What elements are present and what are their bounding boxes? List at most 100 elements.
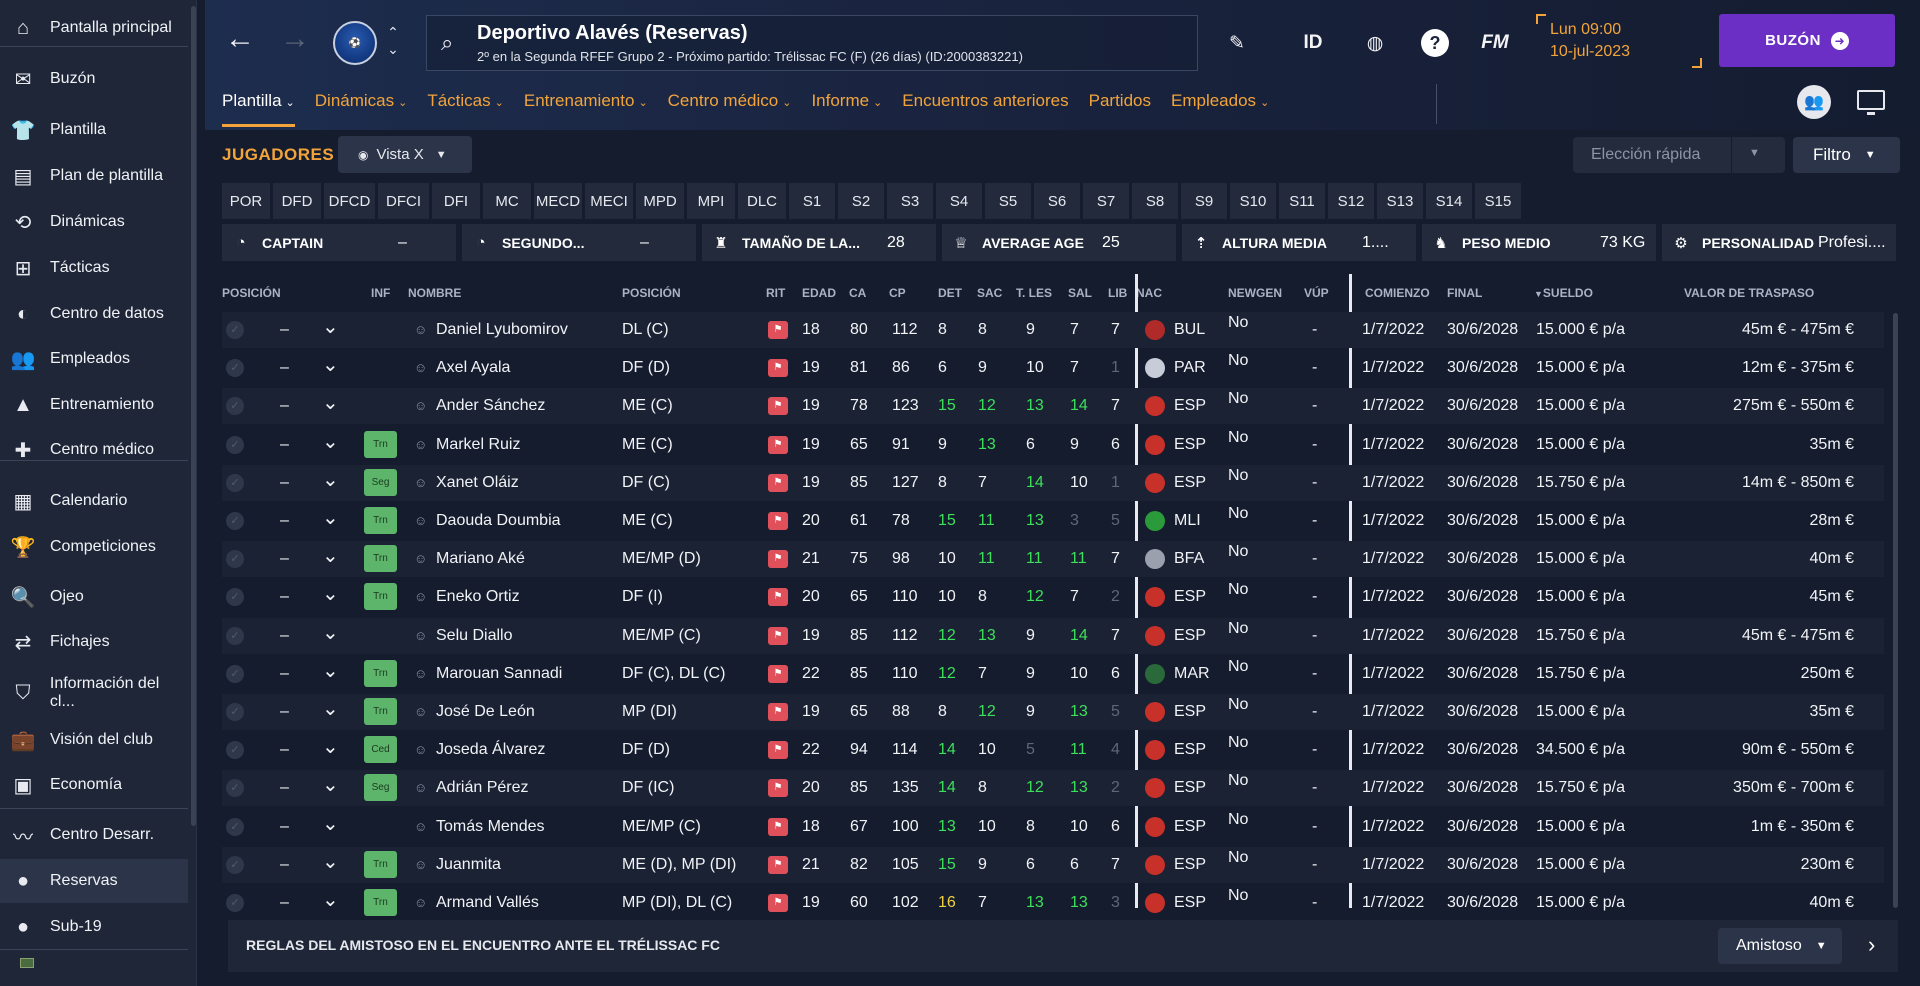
column-header-valor[interactable]: VALOR DE TRASPASO: [1684, 286, 1815, 300]
position-filter-22[interactable]: S12: [1328, 183, 1374, 219]
tab-3[interactable]: Entrenamiento ⌄: [524, 91, 648, 127]
player-name-link[interactable]: Tomás Mendes: [436, 817, 545, 835]
chevron-down-icon[interactable]: ⌄: [322, 659, 339, 682]
position-filter-25[interactable]: S15: [1475, 183, 1521, 219]
table-row[interactable]: ✓ – ⌄ ☺ Axel Ayala DF (D) ⚑ 19 81 86 6 9 10 7 1 PAR No - 1…: [222, 350, 1884, 386]
sidebar-item-13[interactable]: ⇄ Fichajes: [0, 620, 188, 664]
position-filter-10[interactable]: DLC: [738, 183, 786, 219]
select-check-icon[interactable]: ✓: [226, 894, 244, 912]
tab-1[interactable]: Dinámicas ⌄: [315, 91, 408, 127]
select-check-icon[interactable]: ✓: [226, 473, 244, 492]
position-filter-3[interactable]: DFCI: [378, 183, 429, 219]
table-scrollbar[interactable]: [1893, 313, 1898, 908]
player-name-link[interactable]: Xanet Oláiz: [436, 473, 519, 491]
position-filter-4[interactable]: DFI: [432, 183, 480, 219]
select-check-icon[interactable]: ✓: [226, 664, 244, 683]
chevron-down-icon[interactable]: ⌄: [322, 621, 339, 644]
table-row[interactable]: ✓ – ⌄ ☺ Tomás Mendes ME/MP (C) ⚑ 18 67 100 13 10 8 10…: [222, 809, 1884, 845]
view-selector[interactable]: ◉ Vista X ▼: [338, 136, 472, 173]
tab-8[interactable]: Empleados ⌄: [1171, 91, 1269, 127]
table-row[interactable]: ✓ – ⌄ ☺ Daniel Lyubomirov DL (C) ⚑ 18 80 112 8 8 9 7 7…: [222, 312, 1884, 348]
position-filter-17[interactable]: S7: [1083, 183, 1129, 219]
match-type-dropdown[interactable]: Amistoso ▼: [1718, 928, 1842, 964]
position-slot-value[interactable]: –: [280, 779, 289, 797]
filter-button[interactable]: Filtro ▼: [1793, 137, 1900, 173]
select-check-icon[interactable]: ✓: [226, 703, 244, 721]
column-header-nac[interactable]: NAC: [1136, 286, 1162, 300]
position-filter-21[interactable]: S11: [1279, 183, 1325, 219]
sidebar-item-4[interactable]: ⟲ Dinámicas: [0, 200, 188, 244]
position-filter-14[interactable]: S4: [936, 183, 982, 219]
position-filter-15[interactable]: S5: [985, 183, 1031, 219]
sidebar-item-12[interactable]: 🔍 Ojeo: [0, 575, 188, 619]
player-name-link[interactable]: José De León: [436, 703, 535, 720]
position-filter-18[interactable]: S8: [1132, 183, 1178, 219]
quick-pick-dropdown[interactable]: Elección rápida ▼: [1573, 137, 1785, 173]
position-slot-value[interactable]: –: [280, 703, 289, 720]
position-filter-24[interactable]: S14: [1426, 183, 1472, 219]
player-name-link[interactable]: Adrián Pérez: [436, 779, 529, 797]
player-name-link[interactable]: Eneko Ortiz: [436, 588, 520, 606]
position-slot-value[interactable]: –: [280, 473, 289, 491]
position-filter-20[interactable]: S10: [1230, 183, 1276, 219]
position-filter-23[interactable]: S13: [1377, 183, 1423, 219]
sidebar-item-2[interactable]: 👕 Plantilla: [0, 108, 188, 152]
position-slot-value[interactable]: –: [280, 321, 289, 338]
sidebar-item-11[interactable]: 🏆 Competiciones: [0, 525, 188, 569]
player-name-link[interactable]: Mariano Aké: [436, 550, 525, 568]
column-header-sac[interactable]: SAC: [977, 286, 1003, 300]
chevron-down-icon[interactable]: ⌄: [322, 316, 339, 338]
select-check-icon[interactable]: ✓: [226, 855, 244, 874]
position-slot-value[interactable]: –: [280, 359, 289, 377]
position-slot-value[interactable]: –: [280, 588, 289, 606]
column-header-nombre[interactable]: NOMBRE: [408, 286, 462, 300]
back-arrow-icon[interactable]: ←: [225, 22, 255, 55]
player-name-link[interactable]: Joseda Álvarez: [436, 741, 546, 759]
tab-5[interactable]: Informe ⌄: [811, 91, 882, 127]
table-row[interactable]: ✓ – ⌄ Trn ☺ Marouan Sannadi DF (C), DL (C) ⚑ 22 8…: [222, 656, 1884, 692]
column-header-pos[interactable]: POSICIÓN: [222, 286, 281, 300]
table-row[interactable]: ✓ – ⌄ Trn ☺ Daouda Doumbia ME (C) ⚑ 20 61 78 15 11 13…: [222, 503, 1884, 539]
table-row[interactable]: ✓ – ⌄ Ced ☺ Joseda Álvarez DF (D) ⚑ 22 94 114 14 10 5…: [222, 732, 1884, 768]
monitor-icon[interactable]: [1857, 90, 1885, 115]
player-name-link[interactable]: Juanmita: [436, 855, 501, 873]
manager-avatar-icon[interactable]: 👥: [1797, 85, 1831, 119]
chevron-down-icon[interactable]: ⌄: [322, 392, 339, 415]
table-row[interactable]: ✓ – ⌄ Trn ☺ Armand Vallés MP (DI), DL (C) ⚑ 19 60…: [222, 885, 1884, 921]
position-slot-value[interactable]: –: [280, 817, 289, 835]
chevron-down-icon[interactable]: ⌄: [322, 545, 339, 568]
sidebar-item-10[interactable]: ▦ Calendario: [0, 479, 188, 523]
help-icon[interactable]: ?: [1421, 29, 1449, 57]
position-filter-12[interactable]: S2: [838, 183, 884, 219]
player-name-link[interactable]: Daouda Doumbia: [436, 512, 561, 529]
chevron-right-icon[interactable]: ›: [1868, 932, 1876, 957]
column-header-lib[interactable]: LIB: [1108, 286, 1128, 300]
player-name-link[interactable]: Marouan Sannadi: [436, 664, 563, 682]
player-name-link[interactable]: Axel Ayala: [436, 359, 511, 377]
table-row[interactable]: ✓ – ⌄ Trn ☺ Eneko Ortiz DF (I) ⚑ 20 65 110 10 8 12 7 2 E…: [222, 579, 1884, 615]
table-row[interactable]: ✓ – ⌄ ☺ Ander Sánchez ME (C) ⚑ 19 78 123 15 12 13 14 7…: [222, 388, 1884, 425]
table-row[interactable]: ✓ – ⌄ Trn ☺ Juanmita ME (D), MP (DI) ⚑ 21 82 105 15…: [222, 846, 1884, 883]
column-header-sueldo[interactable]: ▼SUELDO: [1534, 286, 1593, 326]
column-header-tles[interactable]: T. LES: [1016, 286, 1053, 300]
club-crest-icon[interactable]: ⚽: [333, 21, 377, 65]
select-check-icon[interactable]: ✓: [226, 588, 244, 607]
select-check-icon[interactable]: ✓: [226, 817, 244, 836]
column-header-final[interactable]: FINAL: [1447, 286, 1483, 300]
sidebar-item-8[interactable]: ▲ Entrenamiento: [0, 383, 188, 427]
date-time-panel[interactable]: Lun 09:00 10-jul-2023: [1536, 14, 1702, 68]
position-filter-7[interactable]: MECI: [585, 183, 633, 219]
column-header-vup[interactable]: VÚP: [1304, 286, 1329, 300]
position-filter-0[interactable]: POR: [222, 183, 270, 219]
sidebar-item-3[interactable]: ▤ Plan de plantilla: [0, 154, 188, 198]
table-row[interactable]: ✓ – ⌄ Seg ☺ Xanet Oláiz DF (C) ⚑ 19 85 127 8 7 14 10 1 E…: [222, 464, 1884, 501]
club-header-box[interactable]: ⌕ Deportivo Alavés (Reservas) 2º en la S…: [426, 15, 1198, 71]
position-filter-19[interactable]: S9: [1181, 183, 1227, 219]
table-row[interactable]: ✓ – ⌄ Trn ☺ Markel Ruiz ME (C) ⚑ 19 65 91 9 13 6 9 6 ESP…: [222, 427, 1884, 463]
sidebar-item-19[interactable]: ● Sub-19: [0, 905, 188, 949]
sidebar-item-18[interactable]: ● Reservas: [0, 859, 188, 903]
select-check-icon[interactable]: ✓: [226, 321, 244, 339]
table-row[interactable]: ✓ – ⌄ Seg ☺ Adrián Pérez DF (IC) ⚑ 20 85 135 14 8 12 1…: [222, 770, 1884, 807]
column-header-posicion[interactable]: POSICIÓN: [622, 286, 681, 300]
tab-2[interactable]: Tácticas ⌄: [427, 91, 504, 127]
